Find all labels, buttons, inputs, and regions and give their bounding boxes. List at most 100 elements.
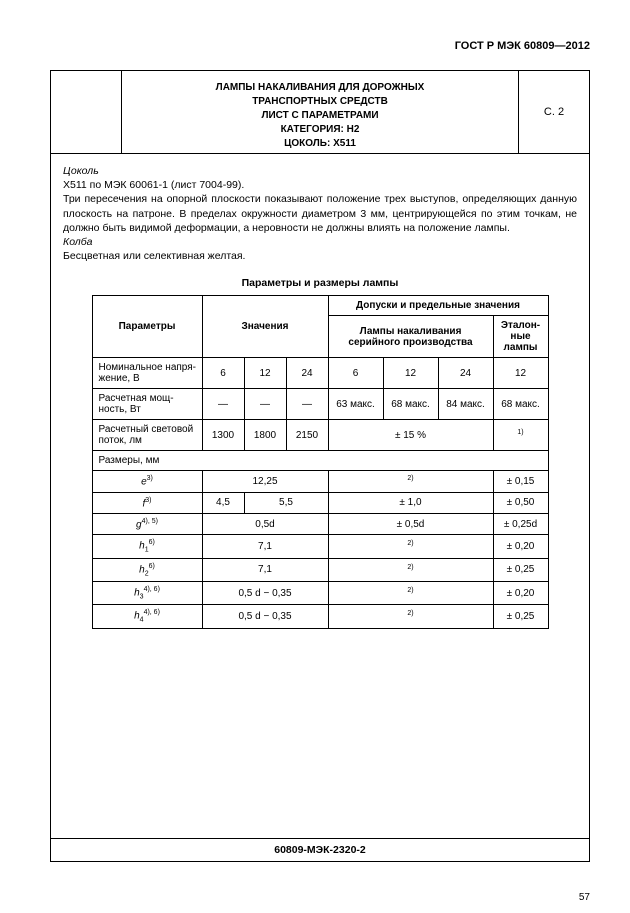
note-sup: 2) <box>407 475 413 482</box>
cell: ± 0,20 <box>493 581 548 604</box>
table-header-row-1: Параметры Значения Допуски и предельные … <box>92 296 548 316</box>
note-sup: 2) <box>407 540 413 547</box>
header-line-1: ЛАМПЫ НАКАЛИВАНИЯ ДЛЯ ДОРОЖНЫХ <box>122 81 518 95</box>
cell-flux-label: Расчетный световой поток, лм <box>92 420 202 451</box>
cell-dim-param: f3) <box>92 492 202 513</box>
document-id: ГОСТ Р МЭК 60809—2012 <box>50 40 590 52</box>
header-page-ref: С. 2 <box>518 71 589 153</box>
val: ± 0,5d <box>397 519 425 530</box>
cell-dim-param: e3) <box>92 471 202 492</box>
row-dims-header: Размеры, мм <box>92 451 548 471</box>
val: ± 0,25d <box>504 519 537 530</box>
cell-voltage-label: Номинальное напря-жение, В <box>92 358 202 389</box>
cell: 2) <box>328 535 493 558</box>
cell-dim-param: h44), 6) <box>92 605 202 628</box>
cell: ± 0,25 <box>493 605 548 628</box>
cell: 1300 <box>202 420 244 451</box>
th-reference: Эталон-ные лампы <box>493 316 548 358</box>
cell: 1800 <box>244 420 286 451</box>
row-dim-g: g4), 5) 0,5d ± 0,5d ± 0,25d <box>92 513 548 534</box>
note-sup: 4), 6) <box>144 586 160 593</box>
cell: 0,5 d − 0,35 <box>202 605 328 628</box>
header-line-5: ЦОКОЛЬ: Х511 <box>122 137 518 151</box>
note-sup: 2) <box>407 587 413 594</box>
header-left-cell <box>51 71 122 153</box>
cell-dims-label: Размеры, мм <box>92 451 202 471</box>
note-sup: 2) <box>407 564 413 571</box>
cell-dim-param: h16) <box>92 535 202 558</box>
sub: 1 <box>145 547 149 554</box>
cell: 2) <box>328 605 493 628</box>
row-dim-f: f3) 4,5 5,5 ± 1,0 ± 0,50 <box>92 492 548 513</box>
cell-flux-tol: ± 15 % <box>328 420 493 451</box>
note-sup: 6) <box>149 563 155 570</box>
cell: ± 0,5d <box>328 513 493 534</box>
cell-dim-param: h26) <box>92 558 202 581</box>
cell: — <box>202 389 244 420</box>
cell: 12 <box>493 358 548 389</box>
cell: ± 0,25d <box>493 513 548 534</box>
para-1: Три пересечения на опорной плоскости пок… <box>63 192 577 235</box>
th-serial: Лампы накаливания серийного производства <box>328 316 493 358</box>
cell-dim-param: h34), 6) <box>92 581 202 604</box>
cell: 2150 <box>286 420 328 451</box>
cell: 12 <box>244 358 286 389</box>
cell: ± 0,20 <box>493 535 548 558</box>
row-dim-h2: h26) 7,1 2) ± 0,25 <box>92 558 548 581</box>
cell: 6 <box>202 358 244 389</box>
cell: 5,5 <box>244 492 328 513</box>
row-flux: Расчетный световой поток, лм 1300 1800 2… <box>92 420 548 451</box>
header-line-3: ЛИСТ С ПАРАМЕТРАМИ <box>122 109 518 123</box>
cell: 0,5d <box>202 513 328 534</box>
cell: 7,1 <box>202 558 328 581</box>
note-sup: 2) <box>407 610 413 617</box>
footer-code: 60809-МЭК-2320-2 <box>51 838 589 861</box>
cell: ± 0,15 <box>493 471 548 492</box>
cap-text: X511 по МЭК 60061-1 (лист 7004-99). <box>63 178 577 192</box>
cell: 68 макс. <box>493 389 548 420</box>
header-row: ЛАМПЫ НАКАЛИВАНИЯ ДЛЯ ДОРОЖНЫХ ТРАНСПОРТ… <box>51 71 589 154</box>
note-sup: 3) <box>147 475 153 482</box>
sub: 3 <box>140 593 144 600</box>
th-tolerances: Допуски и предельные значения <box>328 296 548 316</box>
row-dim-e: e3) 12,25 2) ± 0,15 <box>92 471 548 492</box>
cell: 68 макс. <box>383 389 438 420</box>
row-dim-h4: h44), 6) 0,5 d − 0,35 2) ± 0,25 <box>92 605 548 628</box>
note-sup: 4), 6) <box>144 609 160 616</box>
cell: 7,1 <box>202 535 328 558</box>
cell-power-label: Расчетная мощ-ность, Вт <box>92 389 202 420</box>
cell: — <box>286 389 328 420</box>
th-params: Параметры <box>92 296 202 358</box>
cell: 2) <box>328 581 493 604</box>
note-sup: 1) <box>517 429 523 436</box>
bulb-label: Колба <box>63 236 92 248</box>
header-title-block: ЛАМПЫ НАКАЛИВАНИЯ ДЛЯ ДОРОЖНЫХ ТРАНСПОРТ… <box>122 71 518 153</box>
header-line-4: КАТЕГОРИЯ: Н2 <box>122 123 518 137</box>
sub: 2 <box>145 570 149 577</box>
row-power: Расчетная мощ-ность, Вт — — — 63 макс. 6… <box>92 389 548 420</box>
cell: ± 1,0 <box>328 492 493 513</box>
sub: 4 <box>140 617 144 624</box>
cell: 84 макс. <box>438 389 493 420</box>
row-dim-h3: h34), 6) 0,5 d − 0,35 2) ± 0,20 <box>92 581 548 604</box>
cell: 6 <box>328 358 383 389</box>
row-dim-h1: h16) 7,1 2) ± 0,20 <box>92 535 548 558</box>
page-number: 57 <box>579 892 590 903</box>
cell: 12 <box>383 358 438 389</box>
cell: 0,5 d − 0,35 <box>202 581 328 604</box>
row-voltage: Номинальное напря-жение, В 6 12 24 6 12 … <box>92 358 548 389</box>
cell: 63 макс. <box>328 389 383 420</box>
cell: 24 <box>286 358 328 389</box>
cell <box>202 451 328 471</box>
val: 0,5d <box>255 519 274 530</box>
cell: — <box>244 389 286 420</box>
cell: ± 0,50 <box>493 492 548 513</box>
note-sup: 4), 5) <box>142 518 158 525</box>
bulb-text: Бесцветная или селективная желтая. <box>63 249 577 263</box>
cell: 4,5 <box>202 492 244 513</box>
body-text-block: Цоколь X511 по МЭК 60061-1 (лист 7004-99… <box>51 154 589 269</box>
cell-flux-ref: 1) <box>493 420 548 451</box>
th-values: Значения <box>202 296 328 358</box>
note-sup: 6) <box>149 539 155 546</box>
params-table: Параметры Значения Допуски и предельные … <box>92 295 549 628</box>
